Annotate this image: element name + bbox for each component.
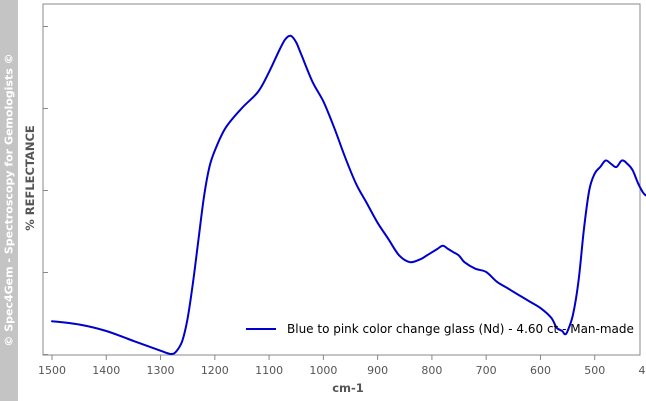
x-tick-label-11: 400	[639, 364, 646, 377]
x-tick-label-4: 1100	[255, 364, 283, 377]
series-line-0	[51, 34, 646, 355]
x-tick-label-9: 600	[530, 364, 551, 377]
x-tick-label-5: 1000	[309, 364, 337, 377]
x-tick-label-6: 900	[367, 364, 388, 377]
x-tick-label-2: 1300	[147, 364, 175, 377]
x-axis-ticks	[51, 355, 596, 360]
watermark-band: © Spec4Gem - Spectroscopy for Gemologist…	[0, 0, 18, 401]
x-tick-label-8: 700	[476, 364, 497, 377]
plot-border	[42, 3, 641, 356]
legend: Blue to pink color change glass (Nd) - 4…	[246, 322, 634, 336]
x-axis-tick-labels: 1500 1400 1300 1200 1100 1000 900 800 700 600 500 4…	[38, 364, 646, 377]
x-tick-label-0: 1500	[38, 364, 66, 377]
x-axis-title: cm-1	[332, 381, 364, 395]
x-tick-label-7: 800	[421, 364, 442, 377]
x-tick-label-3: 1200	[201, 364, 229, 377]
plot-frame	[42, 3, 641, 356]
x-tick-label-10: 500	[584, 364, 605, 377]
y-axis-ticks	[43, 26, 48, 355]
legend-label: Blue to pink color change glass (Nd) - 4…	[287, 322, 634, 336]
x-tick-label-1: 1400	[92, 364, 120, 377]
y-axis-title: % REFLECTANCE	[23, 125, 37, 231]
